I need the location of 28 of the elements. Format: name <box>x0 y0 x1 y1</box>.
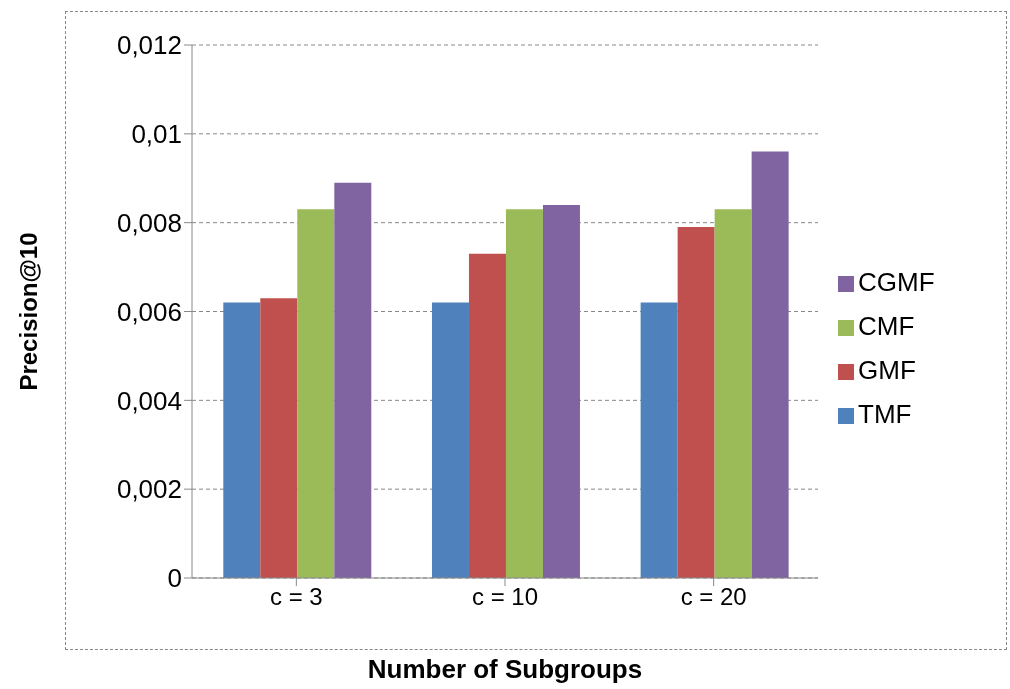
y-tick-label: 0,012 <box>116 30 182 61</box>
bar <box>677 227 715 578</box>
bar <box>468 253 506 578</box>
y-tick-label: 0 <box>167 563 182 594</box>
y-tick-label: 0,002 <box>116 474 182 505</box>
bar <box>640 302 678 578</box>
bar <box>714 209 752 578</box>
y-tick-label: 0,01 <box>131 119 182 150</box>
bar <box>260 298 298 578</box>
y-tick-label: 0,006 <box>116 296 182 327</box>
legend-label: CGMF <box>858 267 935 297</box>
x-axis-title: Number of Subgroups <box>367 654 643 684</box>
y-tick-label: 0,008 <box>116 207 182 238</box>
bar <box>542 204 580 578</box>
bar <box>334 182 372 578</box>
legend-label: GMF <box>858 355 916 385</box>
x-tick-label: c = 3 <box>269 583 323 611</box>
bar <box>431 302 469 578</box>
legend-label: TMF <box>858 399 912 429</box>
bar <box>505 209 543 578</box>
legend-label: CMF <box>858 311 915 341</box>
x-tick-label: c = 20 <box>680 583 747 611</box>
y-tick-label: 0,004 <box>116 385 182 416</box>
bar <box>223 302 261 578</box>
bar <box>297 209 335 578</box>
bar <box>751 151 789 578</box>
y-axis-title: Precision@10 <box>14 232 42 391</box>
x-tick-label: c = 10 <box>471 583 539 611</box>
